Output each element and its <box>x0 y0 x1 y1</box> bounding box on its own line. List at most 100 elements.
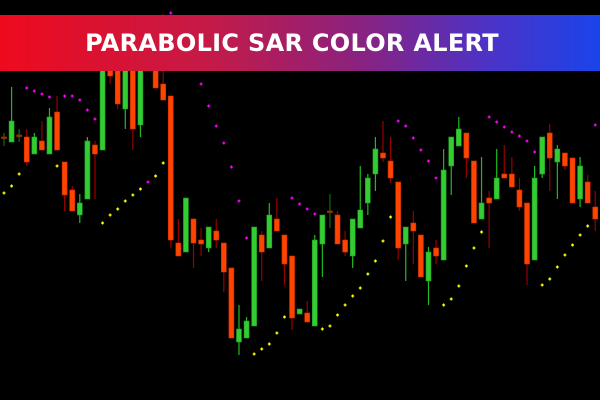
bearish-candle <box>524 202 530 265</box>
bullish-candle <box>425 251 432 282</box>
sar-dot-above <box>396 119 400 123</box>
sar-dot-below <box>555 265 559 269</box>
bullish-candle <box>77 202 83 216</box>
sar-dot-above <box>419 148 423 152</box>
sar-dot-below <box>336 313 340 317</box>
bearish-candle <box>130 64 136 130</box>
bearish-candle <box>569 157 576 204</box>
bearish-candle <box>175 242 182 257</box>
sar-dot-below <box>442 303 446 307</box>
sar-dot-below <box>320 327 324 331</box>
bearish-candle <box>387 160 394 179</box>
bearish-candle <box>342 239 348 253</box>
sar-dot-below <box>381 239 385 243</box>
bearish-candle <box>410 222 417 232</box>
bearish-candle <box>471 160 477 224</box>
sar-dot-below <box>123 199 127 203</box>
sar-dot-below <box>343 303 347 307</box>
sar-dot-above <box>517 134 521 138</box>
sar-dot-below <box>267 342 271 346</box>
bearish-candle <box>39 140 45 151</box>
bullish-candle <box>99 59 106 151</box>
bullish-candle <box>183 197 189 253</box>
sar-dot-above <box>93 117 97 121</box>
sar-dot-above <box>502 125 506 129</box>
sar-dot-below <box>282 315 286 319</box>
bearish-candle <box>167 95 174 241</box>
bearish-candle <box>433 247 439 257</box>
sar-dot-below <box>161 161 165 165</box>
sar-dot-below <box>449 297 453 301</box>
bearish-candle <box>546 132 553 159</box>
bullish-candle <box>554 148 561 163</box>
bullish-candle <box>539 136 545 175</box>
bullish-candle <box>319 214 326 245</box>
sar-dot-below <box>252 352 256 356</box>
sar-dot-below <box>472 246 476 250</box>
sar-dot-above <box>63 94 67 98</box>
sar-dot-below <box>389 215 393 219</box>
sar-dot-above <box>47 95 51 99</box>
sar-dot-above <box>40 92 44 96</box>
sar-dot-below <box>464 264 468 268</box>
sar-dot-below <box>138 187 142 191</box>
sar-dot-above <box>525 139 529 143</box>
bearish-candle <box>281 234 288 265</box>
sar-dot-above <box>404 124 408 128</box>
bearish-candle <box>92 144 98 155</box>
sar-dot-below <box>275 331 279 335</box>
bearish-candle <box>190 218 197 244</box>
sar-dot-below <box>17 172 21 176</box>
banner-title: PARABOLIC SAR COLOR ALERT <box>85 29 499 57</box>
sar-dot-below <box>571 243 574 247</box>
bearish-candle <box>516 189 523 208</box>
sar-dot-below <box>373 259 377 263</box>
sar-dot-above <box>434 176 438 180</box>
bearish-candle <box>486 197 492 204</box>
bullish-candle <box>402 226 409 245</box>
sar-dot-above <box>214 124 218 128</box>
sar-dot-above <box>426 159 430 163</box>
bullish-candle <box>372 148 379 175</box>
sar-dot-above <box>593 123 597 127</box>
sar-dot-above <box>237 199 241 203</box>
bullish-candle <box>357 209 364 229</box>
bearish-candle <box>304 312 311 323</box>
bullish-candle <box>137 67 144 126</box>
sar-dot-above <box>411 136 415 140</box>
doji-candle <box>16 134 22 137</box>
bearish-candle <box>334 214 341 245</box>
sar-dot-above <box>305 207 309 211</box>
sar-dot-above <box>533 150 537 154</box>
bearish-candle <box>160 83 166 101</box>
bearish-candle <box>228 267 235 339</box>
bullish-candle <box>531 177 538 261</box>
sar-dot-below <box>260 347 264 351</box>
bullish-candle <box>365 177 371 204</box>
sar-dot-above <box>313 212 317 216</box>
bullish-candle <box>46 116 53 155</box>
sar-dot-below <box>586 224 590 228</box>
sar-dot-above <box>146 180 150 184</box>
bearish-candle <box>501 173 508 179</box>
bullish-candle <box>31 136 38 155</box>
sar-dot-above <box>207 104 211 108</box>
sar-dot-below <box>351 294 355 298</box>
sar-dot-below <box>55 164 59 168</box>
bearish-candle <box>213 230 220 241</box>
sar-dot-above <box>169 11 173 15</box>
doji-candle <box>1 136 7 139</box>
bullish-candle <box>251 226 257 327</box>
sar-dot-above <box>222 141 226 145</box>
bearish-candle <box>198 239 204 245</box>
bearish-candle <box>221 242 227 273</box>
title-banner: PARABOLIC SAR COLOR ALERT <box>0 15 600 71</box>
bullish-candle <box>122 69 129 110</box>
sar-dot-below <box>101 221 105 225</box>
bearish-candle <box>61 161 68 196</box>
sar-dot-below <box>154 174 158 178</box>
sar-dot-below <box>116 207 120 211</box>
sar-dot-above <box>78 98 82 102</box>
sar-dot-below <box>366 272 370 276</box>
